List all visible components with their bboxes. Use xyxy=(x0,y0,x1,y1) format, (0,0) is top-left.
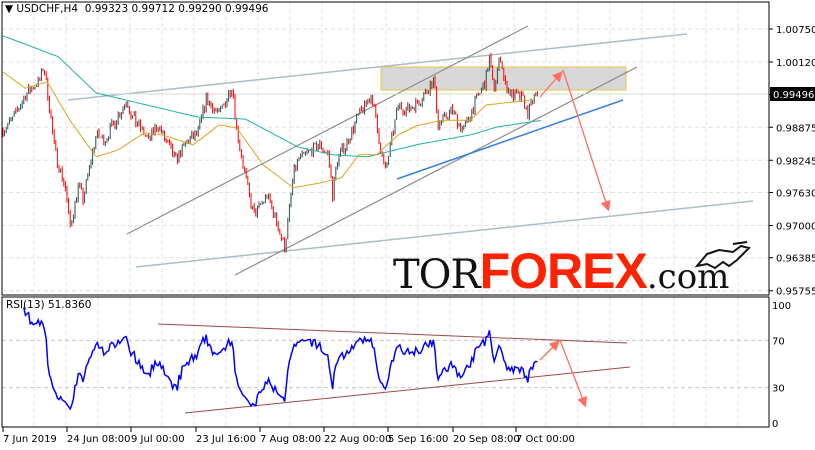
time-tick-label: 7 Aug 08:00 xyxy=(260,434,321,445)
time-axis: 7 Jun 2019 24 Jun 08:00 9 Jul 00:00 23 Jul … xyxy=(2,427,575,445)
torforex-logo: TORFOREX.com xyxy=(393,241,751,299)
bull-icon xyxy=(694,241,751,270)
chart-header: ▼ USDCHF,H4 0.99323 0.99712 0.99290 0.99… xyxy=(5,3,268,15)
rsi-line xyxy=(23,307,538,411)
channel-upper-line[interactable] xyxy=(126,25,529,235)
price-pane xyxy=(1,1,770,296)
rsi-tick-label: 0 xyxy=(772,419,778,430)
ma-fast-line xyxy=(2,71,534,189)
time-tick-label: 22 Aug 00:00 xyxy=(324,434,391,445)
analysis-drawings xyxy=(2,25,769,276)
price-tick-label: 0.97630 xyxy=(776,188,815,199)
time-tick-label: 20 Sep 08:00 xyxy=(453,434,520,445)
rsi-axis: 100 70 30 0 xyxy=(772,301,791,430)
price-tick-label: 0.98875 xyxy=(776,123,815,134)
current-price-label: 0.99496 xyxy=(770,87,815,101)
rsi-resistance-line[interactable] xyxy=(157,323,628,344)
time-tick-label: 5 Sep 16:00 xyxy=(388,434,448,445)
symbol-label: USDCHF,H4 xyxy=(16,3,79,15)
price-tick-label: 1.00750 xyxy=(776,25,815,36)
price-tick-label: 1.00120 xyxy=(776,58,815,69)
up-arrow[interactable] xyxy=(539,71,563,98)
price-tick-label: 0.96385 xyxy=(776,254,815,265)
dropdown-icon[interactable]: ▼ xyxy=(5,3,17,15)
rsi-tick-label: 70 xyxy=(772,336,785,347)
price-tick-label: 0.97000 xyxy=(776,222,815,233)
down-arrow[interactable] xyxy=(562,69,611,212)
rsi-label: RSI(13) 51.8360 xyxy=(6,299,92,311)
open-value: 0.99323 xyxy=(84,3,129,15)
ma-slow-line xyxy=(2,35,542,158)
logo-forex: FOREX xyxy=(479,243,648,299)
time-tick-label: 7 Oct 00:00 xyxy=(516,434,575,445)
time-tick-label: 23 Jul 16:00 xyxy=(196,434,256,445)
price-axis: 1.00750 1.00120 0.98875 0.98245 0.97630 0.970… xyxy=(769,25,815,298)
lower-trendline[interactable] xyxy=(135,200,754,268)
logo-tor: TOR xyxy=(393,252,481,298)
rsi-up-arrow[interactable] xyxy=(539,340,560,361)
forecast-arrows xyxy=(157,69,631,414)
rsi-tick-label: 100 xyxy=(772,301,791,312)
price-tick-label: 0.95755 xyxy=(776,287,815,298)
rsi-support-line[interactable] xyxy=(184,366,631,414)
rsi-down-arrow[interactable] xyxy=(559,339,588,408)
upper-trendline[interactable] xyxy=(67,33,688,101)
rsi-tick-label: 30 xyxy=(772,384,785,395)
channel-lower-line[interactable] xyxy=(234,66,638,276)
logo-com: .com xyxy=(646,257,730,297)
low-value: 0.99290 xyxy=(178,3,222,15)
rsi-pane xyxy=(1,296,770,428)
support-line[interactable] xyxy=(396,99,624,180)
time-tick-label: 7 Jun 2019 xyxy=(3,434,57,445)
time-tick-label: 24 Jun 08:00 xyxy=(67,434,131,445)
high-value: 0.99712 xyxy=(131,3,175,15)
svg-text:0.99496: 0.99496 xyxy=(773,90,814,101)
time-tick-label: 9 Jul 00:00 xyxy=(131,434,185,445)
close-value: 0.99496 xyxy=(225,3,269,15)
price-tick-label: 0.98245 xyxy=(776,156,815,167)
